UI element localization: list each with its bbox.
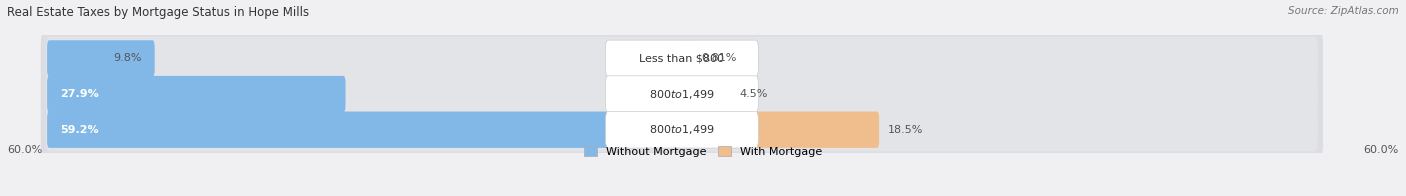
FancyBboxPatch shape bbox=[606, 111, 758, 148]
FancyBboxPatch shape bbox=[41, 64, 1323, 125]
FancyBboxPatch shape bbox=[41, 99, 1323, 160]
Text: 18.5%: 18.5% bbox=[887, 125, 922, 135]
FancyBboxPatch shape bbox=[681, 76, 731, 112]
FancyBboxPatch shape bbox=[48, 40, 155, 77]
Text: $800 to $1,499: $800 to $1,499 bbox=[650, 123, 714, 136]
Text: 4.5%: 4.5% bbox=[740, 89, 768, 99]
Text: Real Estate Taxes by Mortgage Status in Hope Mills: Real Estate Taxes by Mortgage Status in … bbox=[7, 6, 309, 19]
FancyBboxPatch shape bbox=[46, 108, 1317, 152]
FancyBboxPatch shape bbox=[48, 76, 346, 112]
Text: 60.0%: 60.0% bbox=[7, 145, 42, 155]
Text: $800 to $1,499: $800 to $1,499 bbox=[650, 88, 714, 101]
FancyBboxPatch shape bbox=[681, 112, 879, 148]
Text: 60.0%: 60.0% bbox=[1364, 145, 1399, 155]
FancyBboxPatch shape bbox=[46, 72, 1317, 116]
FancyBboxPatch shape bbox=[46, 37, 1317, 80]
FancyBboxPatch shape bbox=[606, 40, 758, 77]
Text: Less than $800: Less than $800 bbox=[640, 54, 724, 64]
Text: 0.81%: 0.81% bbox=[702, 54, 737, 64]
Text: 27.9%: 27.9% bbox=[59, 89, 98, 99]
Text: 9.8%: 9.8% bbox=[114, 54, 142, 64]
Text: Source: ZipAtlas.com: Source: ZipAtlas.com bbox=[1288, 6, 1399, 16]
FancyBboxPatch shape bbox=[41, 28, 1323, 89]
Legend: Without Mortgage, With Mortgage: Without Mortgage, With Mortgage bbox=[583, 146, 823, 157]
Text: 59.2%: 59.2% bbox=[59, 125, 98, 135]
FancyBboxPatch shape bbox=[681, 40, 693, 77]
FancyBboxPatch shape bbox=[48, 112, 675, 148]
FancyBboxPatch shape bbox=[606, 76, 758, 112]
